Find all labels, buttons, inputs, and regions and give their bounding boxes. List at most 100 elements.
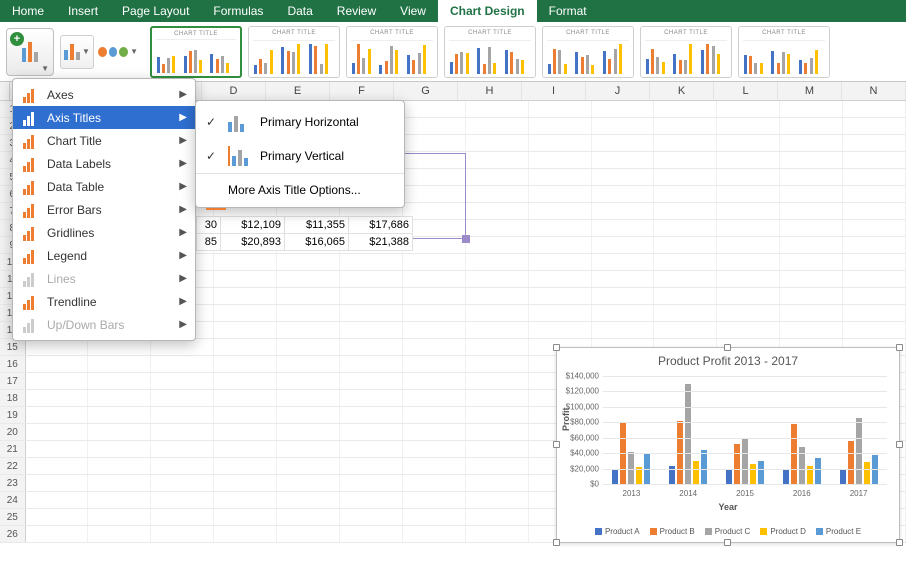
cell[interactable]	[529, 152, 592, 168]
dropdown-item-data-labels[interactable]: Data Labels▶	[13, 152, 195, 175]
embedded-chart[interactable]: Product Profit 2013 - 2017 Profit 201320…	[556, 347, 900, 543]
cell[interactable]	[654, 118, 717, 134]
ribbon-tab-data[interactable]: Data	[275, 0, 324, 22]
ribbon-tab-chart-design[interactable]: Chart Design	[438, 0, 537, 22]
cell[interactable]	[340, 509, 403, 525]
cell[interactable]	[340, 441, 403, 457]
resize-handle[interactable]	[896, 441, 903, 448]
cell[interactable]	[592, 271, 655, 287]
cell[interactable]	[717, 322, 780, 338]
cell[interactable]	[403, 305, 466, 321]
cell[interactable]	[403, 254, 466, 270]
cell[interactable]	[717, 203, 780, 219]
cell[interactable]	[529, 254, 592, 270]
dropdown-item-chart-title[interactable]: Chart Title▶	[13, 129, 195, 152]
cell[interactable]	[340, 271, 403, 287]
cell[interactable]	[277, 390, 340, 406]
cell[interactable]	[717, 288, 780, 304]
ribbon-tab-page-layout[interactable]: Page Layout	[110, 0, 201, 22]
cell[interactable]	[717, 186, 780, 202]
cell[interactable]	[277, 373, 340, 389]
cell[interactable]	[277, 458, 340, 474]
cell[interactable]	[277, 305, 340, 321]
cell[interactable]	[214, 339, 277, 355]
quick-layout-button[interactable]: ▼	[60, 35, 94, 69]
cell[interactable]	[214, 390, 277, 406]
cell[interactable]	[214, 509, 277, 525]
column-header[interactable]: K	[650, 82, 714, 100]
cell[interactable]	[843, 288, 906, 304]
cell[interactable]	[151, 424, 214, 440]
ribbon-tab-insert[interactable]: Insert	[56, 0, 110, 22]
cell[interactable]	[403, 407, 466, 423]
cell[interactable]	[843, 305, 906, 321]
cell[interactable]	[277, 441, 340, 457]
cell[interactable]	[403, 458, 466, 474]
cell[interactable]	[340, 424, 403, 440]
cell[interactable]	[88, 475, 151, 491]
cell[interactable]	[529, 237, 592, 253]
column-header[interactable]: F	[330, 82, 394, 100]
cell[interactable]	[214, 254, 277, 270]
cell[interactable]	[529, 271, 592, 287]
cell[interactable]	[466, 135, 529, 151]
cell[interactable]	[403, 492, 466, 508]
column-header[interactable]: E	[266, 82, 330, 100]
cell[interactable]	[843, 135, 906, 151]
cell[interactable]	[466, 237, 529, 253]
row-number[interactable]: 19	[0, 407, 26, 423]
cell[interactable]	[780, 322, 843, 338]
cell[interactable]	[277, 254, 340, 270]
cell[interactable]	[654, 237, 717, 253]
cell[interactable]	[592, 135, 655, 151]
cell[interactable]	[529, 203, 592, 219]
resize-handle[interactable]	[724, 539, 731, 546]
cell[interactable]	[26, 407, 89, 423]
chart-plot-area[interactable]: 20132014201520162017 $140,000$120,000$10…	[603, 376, 887, 484]
cell[interactable]	[717, 254, 780, 270]
cell[interactable]	[151, 441, 214, 457]
cell[interactable]	[466, 424, 529, 440]
cell[interactable]	[277, 526, 340, 542]
cell[interactable]	[843, 271, 906, 287]
cell[interactable]	[654, 186, 717, 202]
cell[interactable]	[277, 407, 340, 423]
cell[interactable]	[214, 526, 277, 542]
row-number[interactable]: 15	[0, 339, 26, 355]
cell[interactable]	[466, 254, 529, 270]
cell[interactable]	[403, 339, 466, 355]
bar[interactable]	[701, 450, 707, 484]
cell[interactable]	[88, 407, 151, 423]
cell[interactable]	[654, 203, 717, 219]
cell[interactable]	[529, 322, 592, 338]
cell[interactable]	[717, 220, 780, 236]
column-header[interactable]: D	[202, 82, 266, 100]
cell[interactable]	[151, 390, 214, 406]
cell[interactable]	[592, 237, 655, 253]
cell[interactable]	[26, 339, 89, 355]
cell[interactable]	[780, 305, 843, 321]
cell[interactable]	[466, 475, 529, 491]
cell[interactable]	[529, 169, 592, 185]
cell[interactable]	[654, 135, 717, 151]
dropdown-item-trendline[interactable]: Trendline▶	[13, 290, 195, 313]
cell[interactable]	[403, 509, 466, 525]
cell[interactable]	[466, 356, 529, 372]
resize-handle[interactable]	[896, 344, 903, 351]
row-number[interactable]: 22	[0, 458, 26, 474]
column-header[interactable]: H	[458, 82, 522, 100]
chart-title[interactable]: Product Profit 2013 - 2017	[557, 348, 899, 370]
cell[interactable]	[592, 203, 655, 219]
cell[interactable]	[151, 373, 214, 389]
cell[interactable]	[340, 458, 403, 474]
cell[interactable]	[717, 305, 780, 321]
cell[interactable]	[26, 441, 89, 457]
cell[interactable]	[151, 492, 214, 508]
cell[interactable]	[466, 152, 529, 168]
cell[interactable]	[340, 407, 403, 423]
cell[interactable]	[843, 101, 906, 117]
cell[interactable]	[26, 373, 89, 389]
cell[interactable]	[214, 288, 277, 304]
cell[interactable]	[26, 356, 89, 372]
bar[interactable]	[848, 441, 854, 484]
